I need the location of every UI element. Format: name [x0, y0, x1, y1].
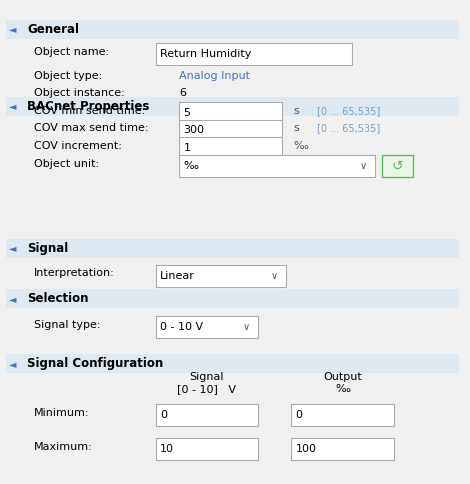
Text: Return Humidity: Return Humidity — [160, 49, 251, 60]
Text: 100: 100 — [296, 444, 317, 454]
Text: ◄: ◄ — [9, 243, 17, 253]
Text: ∨: ∨ — [271, 271, 278, 281]
Text: COV increment:: COV increment: — [34, 141, 122, 151]
Text: Analog Input: Analog Input — [179, 71, 250, 81]
Text: s: s — [293, 123, 299, 133]
FancyBboxPatch shape — [156, 44, 352, 65]
Text: ◄: ◄ — [9, 24, 17, 34]
FancyBboxPatch shape — [179, 155, 375, 177]
Text: Maximum:: Maximum: — [34, 441, 93, 452]
Text: 5: 5 — [184, 108, 191, 118]
FancyBboxPatch shape — [156, 265, 286, 287]
Text: COV min send time:: COV min send time: — [34, 106, 145, 116]
Text: 0: 0 — [296, 410, 303, 420]
FancyBboxPatch shape — [156, 317, 258, 338]
Text: ◄: ◄ — [9, 101, 17, 111]
FancyBboxPatch shape — [382, 155, 413, 177]
Text: 300: 300 — [184, 125, 204, 136]
Text: Signal: Signal — [27, 242, 68, 255]
Text: 6: 6 — [179, 88, 186, 98]
Text: Object name:: Object name: — [34, 47, 109, 57]
FancyBboxPatch shape — [6, 97, 459, 116]
Text: Object type:: Object type: — [34, 71, 102, 81]
Text: ◄: ◄ — [9, 294, 17, 304]
FancyBboxPatch shape — [6, 354, 459, 373]
Text: ◄: ◄ — [9, 359, 17, 369]
FancyBboxPatch shape — [156, 438, 258, 460]
Text: ‰: ‰ — [293, 141, 308, 151]
Text: 1: 1 — [184, 143, 191, 153]
Text: [0 ... 65,535]: [0 ... 65,535] — [317, 106, 380, 116]
Text: General: General — [27, 23, 79, 36]
FancyBboxPatch shape — [156, 405, 258, 426]
Text: ‰: ‰ — [184, 161, 199, 171]
Text: [0 ... 65,535]: [0 ... 65,535] — [317, 123, 380, 133]
Text: Signal: Signal — [190, 372, 224, 382]
Text: Signal type:: Signal type: — [34, 320, 101, 330]
Text: Linear: Linear — [160, 271, 195, 281]
Text: [0 - 10]   V: [0 - 10] V — [178, 384, 236, 394]
Text: Selection: Selection — [27, 292, 88, 305]
Text: Interpretation:: Interpretation: — [34, 268, 115, 278]
FancyBboxPatch shape — [179, 137, 282, 159]
FancyBboxPatch shape — [291, 405, 394, 426]
Text: ‰: ‰ — [335, 384, 350, 394]
Text: COV max send time:: COV max send time: — [34, 123, 149, 133]
Text: 10: 10 — [160, 444, 174, 454]
Text: ↺: ↺ — [392, 159, 403, 173]
Text: s: s — [293, 106, 299, 116]
Text: 0: 0 — [160, 410, 167, 420]
Text: Object unit:: Object unit: — [34, 159, 99, 168]
FancyBboxPatch shape — [6, 289, 459, 308]
FancyBboxPatch shape — [291, 438, 394, 460]
FancyBboxPatch shape — [6, 239, 459, 258]
Text: ∨: ∨ — [360, 161, 367, 171]
Text: BACnet Properties: BACnet Properties — [27, 100, 149, 113]
FancyBboxPatch shape — [179, 120, 282, 141]
Text: 0 - 10 V: 0 - 10 V — [160, 322, 204, 332]
Text: Object instance:: Object instance: — [34, 88, 125, 98]
FancyBboxPatch shape — [179, 102, 282, 124]
Text: Signal Configuration: Signal Configuration — [27, 357, 164, 370]
FancyBboxPatch shape — [6, 20, 459, 39]
Text: Output: Output — [323, 372, 362, 382]
Text: ∨: ∨ — [243, 322, 250, 332]
Text: Minimum:: Minimum: — [34, 408, 90, 418]
